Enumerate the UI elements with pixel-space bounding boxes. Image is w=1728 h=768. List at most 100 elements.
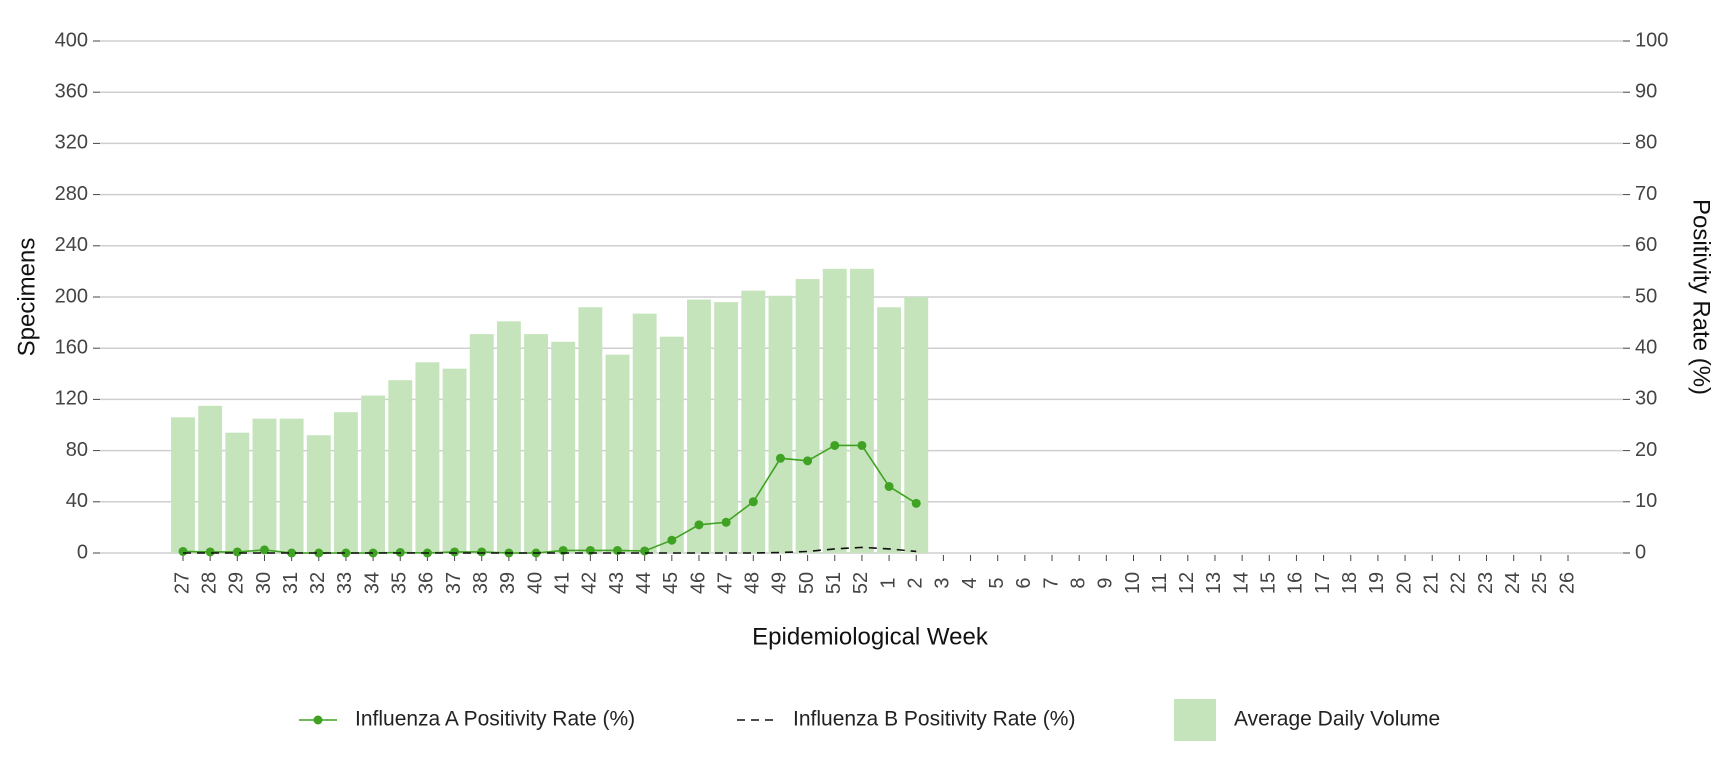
bar [714,302,739,553]
legend-swatch [1174,699,1216,741]
y2-axis-title: Positivity Rate (%) [1688,199,1715,395]
x-tick-label: 17 [1312,572,1334,594]
x-tick-label: 22 [1448,572,1470,594]
bar [225,432,250,553]
x-tick-label: 19 [1366,572,1388,594]
y2-tick-label: 70 [1635,183,1657,205]
marker [314,548,324,558]
y-tick-label: 40 [66,490,88,512]
x-tick-label: 52 [850,572,872,594]
x-tick-label: 40 [524,572,546,594]
bar [198,405,223,553]
y2-tick-label: 10 [1635,490,1657,512]
legend-marker [313,715,323,725]
bar [306,435,331,553]
bar [469,334,494,553]
y-tick-label: 360 [55,80,88,102]
bar [171,417,195,553]
marker [205,547,215,557]
marker [857,440,867,450]
y-tick-label: 400 [55,29,88,51]
x-tick-label: 34 [361,572,383,594]
line [183,546,917,554]
bar [904,297,929,553]
y-tick-label: 160 [55,336,88,358]
bar [361,395,386,553]
x-tick-label: 33 [334,572,356,594]
x-tick-label: 27 [171,572,193,594]
x-tick-label: 9 [1095,577,1117,588]
marker [911,498,921,508]
marker [450,547,460,557]
legend-label: Influenza B Positivity Rate (%) [793,708,1075,731]
x-tick-label: 36 [416,572,438,594]
x-tick-label: 14 [1230,572,1252,594]
x-tick-label: 25 [1529,572,1551,594]
bar [768,295,793,553]
x-tick-label: 46 [687,572,709,594]
y2-tick-label: 0 [1635,541,1646,563]
x-tick-label: 4 [959,577,981,588]
y-tick-label: 80 [66,439,88,461]
x-tick-label: 28 [198,572,220,594]
y-tick-label: 120 [55,388,88,410]
marker [259,545,269,555]
y2-tick-label: 60 [1635,234,1657,256]
bar [496,321,521,553]
x-tick-label: 23 [1475,572,1497,594]
marker [775,453,785,463]
marker [178,546,188,556]
y2-tick-label: 30 [1635,388,1657,410]
y-axis-title: Specimens [13,238,40,357]
legend-label: Average Daily Volume [1234,708,1440,731]
x-tick-label: 49 [769,572,791,594]
bar [524,334,548,553]
y-tick-label: 280 [55,183,88,205]
x-tick-label: 43 [606,572,628,594]
x-tick-label: 13 [1203,572,1225,594]
marker [803,456,813,466]
x-tick-label: 12 [1176,572,1198,594]
x-tick-label: 6 [1013,577,1035,588]
x-tick-label: 31 [280,572,302,594]
x-tick-label: 50 [796,572,818,594]
y2-tick-label: 80 [1635,132,1657,154]
marker [748,497,758,507]
y2-tick-label: 20 [1635,439,1657,461]
marker [477,547,487,557]
x-tick-label: 1 [877,577,899,588]
bar [333,412,358,553]
bar [795,279,820,553]
y2-tick-label: 100 [1635,29,1668,51]
marker [830,440,840,450]
x-tick-label: 51 [823,572,845,594]
x-tick-label: 45 [660,572,682,594]
x-tick-label: 16 [1285,572,1307,594]
bar [551,341,576,553]
x-axis-title: Epidemiological Week [752,623,989,650]
y2-tick-label: 50 [1635,285,1657,307]
x-tick-label: 5 [986,577,1008,588]
x-tick-label: 42 [579,572,601,594]
x-tick-label: 18 [1339,572,1361,594]
x-tick-label: 48 [742,572,764,594]
bar [388,380,413,553]
bar [632,313,657,553]
x-tick-label: 20 [1393,572,1415,594]
bar [822,268,847,553]
x-tick-label: 32 [307,572,329,594]
bar [687,299,711,553]
x-tick-label: 26 [1556,572,1578,594]
bar [279,418,304,553]
bar [877,307,902,553]
x-tick-label: 47 [714,572,736,594]
bar [849,268,874,553]
x-tick-label: 10 [1122,572,1144,594]
x-tick-label: 21 [1420,572,1442,594]
marker [694,520,704,530]
x-tick-label: 8 [1067,577,1089,588]
x-tick-label: 35 [389,572,411,594]
bar [442,368,467,553]
marker [721,517,731,527]
